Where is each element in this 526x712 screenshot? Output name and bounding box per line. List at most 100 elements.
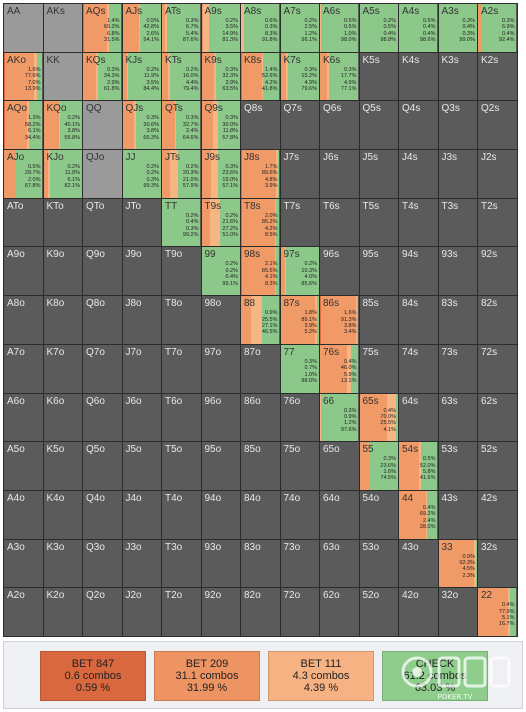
hand-cell-83o[interactable]: 83o — [241, 539, 281, 589]
hand-cell-k3s[interactable]: K3s — [438, 52, 478, 102]
hand-cell-43s[interactable]: 43s — [438, 490, 478, 540]
hand-cell-j5o[interactable]: J5o — [122, 442, 162, 491]
hand-cell-86s[interactable]: 1.6% 91.3% 3.8% 3.4% 86s — [320, 296, 360, 345]
hand-cell-q4o[interactable]: Q4o — [83, 490, 123, 540]
hand-cell-53s[interactable]: 53s — [438, 442, 478, 491]
hand-cell-kqo[interactable]: 0.2% 40.1% 3.8% 55.8% KQo — [43, 101, 83, 151]
hand-cell-q8s[interactable]: Q8s — [241, 101, 281, 151]
hand-cell-72s[interactable]: 72s — [478, 344, 518, 394]
hand-cell-q8o[interactable]: Q8o — [83, 296, 123, 345]
legend-bet-111[interactable]: BET 111 4.3 combos 4.39 % — [268, 651, 374, 701]
hand-cell-kts[interactable]: 0.2% 16.0% 4.4% 79.4% KTs — [162, 52, 202, 102]
hand-cell-64s[interactable]: 64s — [399, 393, 439, 443]
hand-cell-j9s[interactable]: 0.3% 23.6% 19.0% 57.1% J9s — [201, 150, 241, 199]
hand-cell-33[interactable]: 0.9% 92.3% 4.5% 2.3% 33 — [438, 539, 478, 589]
hand-cell-k4s[interactable]: K4s — [399, 52, 439, 102]
hand-cell-t7o[interactable]: T7o — [162, 344, 202, 394]
hand-cell-t9s[interactable]: 0.2% 21.6% 27.2% 51.0% T9s — [201, 198, 241, 248]
hand-cell-64o[interactable]: 64o — [320, 490, 360, 540]
hand-cell-q7s[interactable]: Q7s — [280, 101, 320, 151]
hand-cell-k2s[interactable]: K2s — [478, 52, 518, 102]
hand-cell-a2o[interactable]: A2o — [4, 588, 44, 637]
hand-cell-t3s[interactable]: T3s — [438, 198, 478, 248]
hand-cell-a6s[interactable]: 0.5% 0.5% 1.0% 98.0% A6s — [320, 4, 360, 53]
hand-cell-62o[interactable]: 62o — [320, 588, 360, 637]
hand-cell-a9s[interactable]: 0.2% 3.5% 14.9% 81.3% A9s — [201, 4, 241, 53]
hand-cell-jts[interactable]: 0.2% 20.3% 21.0% 57.9% JTs — [162, 150, 202, 199]
hand-cell-a7s[interactable]: 0.2% 2.5% 1.2% 96.1% A7s — [280, 4, 320, 53]
hand-cell-99[interactable]: 0.2% 0.2% 0.4% 99.1% 99 — [201, 247, 241, 297]
hand-cell-j6s[interactable]: J6s — [320, 150, 360, 199]
hand-cell-a2s[interactable]: 0.3% 6.9% 0.4% 92.4% A2s — [478, 4, 518, 53]
hand-cell-65s[interactable]: 0.4% 70.0% 25.5% 4.1% 65s — [359, 393, 399, 443]
hand-cell-85s[interactable]: 85s — [359, 296, 399, 345]
hand-cell-j5s[interactable]: J5s — [359, 150, 399, 199]
hand-cell-j8o[interactable]: J8o — [122, 296, 162, 345]
hand-cell-a5s[interactable]: 0.2% 0.5% 0.4% 98.8% A5s — [359, 4, 399, 53]
hand-cell-q5o[interactable]: Q5o — [83, 442, 123, 491]
legend-bet-847[interactable]: BET 847 0.6 combos 0.59 % — [40, 651, 146, 701]
hand-cell-j7s[interactable]: J7s — [280, 150, 320, 199]
hand-cell-93s[interactable]: 93s — [438, 247, 478, 297]
hand-cell-22[interactable]: 0.4% 77.9% 5.1% 16.7% 22 — [478, 588, 518, 637]
hand-cell-t5o[interactable]: T5o — [162, 442, 202, 491]
hand-cell-55[interactable]: 0.3% 23.6% 1.6% 74.5% 55 — [359, 442, 399, 491]
hand-cell-j6o[interactable]: J6o — [122, 393, 162, 443]
hand-cell-76s[interactable]: 0.4% 46.0% 5.9% 13.1% 76s — [320, 344, 360, 394]
hand-cell-k2o[interactable]: K2o — [43, 588, 83, 637]
hand-cell-j4o[interactable]: J4o — [122, 490, 162, 540]
hand-cell-ato[interactable]: ATo — [4, 198, 44, 248]
hand-cell-tt[interactable]: 0.2% 0.4% 0.3% 99.2% TT — [162, 198, 202, 248]
hand-cell-qjs[interactable]: 0.3% 30.6% 3.8% 65.3% QJs — [122, 101, 162, 151]
hand-cell-62s[interactable]: 62s — [478, 393, 518, 443]
hand-cell-ats[interactable]: 0.3% 6.7% 5.4% 87.6% ATs — [162, 4, 202, 53]
hand-cell-52s[interactable]: 52s — [478, 442, 518, 491]
hand-cell-q5s[interactable]: Q5s — [359, 101, 399, 151]
hand-cell-87o[interactable]: 87o — [241, 344, 281, 394]
hand-cell-kjs[interactable]: 0.2% 11.9% 3.5% 84.4% KJs — [122, 52, 162, 102]
hand-cell-k8o[interactable]: K8o — [43, 296, 83, 345]
hand-cell-q6s[interactable]: Q6s — [320, 101, 360, 151]
hand-cell-t6s[interactable]: T6s — [320, 198, 360, 248]
hand-cell-44[interactable]: 0.4% 69.2% 2.4% 28.0% 44 — [399, 490, 439, 540]
hand-cell-t6o[interactable]: T6o — [162, 393, 202, 443]
hand-cell-77[interactable]: 0.3% 0.7% 1.0% 98.0% 77 — [280, 344, 320, 394]
hand-cell-q2o[interactable]: Q2o — [83, 588, 123, 637]
hand-cell-aks[interactable]: AKs — [43, 4, 83, 53]
hand-cell-53o[interactable]: 53o — [359, 539, 399, 589]
hand-cell-52o[interactable]: 52o — [359, 588, 399, 637]
hand-cell-96o[interactable]: 96o — [201, 393, 241, 443]
hand-cell-k6o[interactable]: K6o — [43, 393, 83, 443]
hand-cell-qto[interactable]: QTo — [83, 198, 123, 248]
hand-cell-aqo[interactable]: 1.3% 58.2% 6.1% 34.4% AQo — [4, 101, 44, 151]
hand-cell-42o[interactable]: 42o — [399, 588, 439, 637]
hand-cell-a6o[interactable]: A6o — [4, 393, 44, 443]
hand-cell-a5o[interactable]: A5o — [4, 442, 44, 491]
hand-cell-k7o[interactable]: K7o — [43, 344, 83, 394]
hand-cell-t3o[interactable]: T3o — [162, 539, 202, 589]
hand-cell-k3o[interactable]: K3o — [43, 539, 83, 589]
hand-cell-63o[interactable]: 63o — [320, 539, 360, 589]
hand-cell-a9o[interactable]: A9o — [4, 247, 44, 297]
hand-cell-ajo[interactable]: 0.5% 29.7% 2.0% 67.8% AJo — [4, 150, 44, 199]
hand-cell-j8s[interactable]: 1.7% 89.6% 4.8% 3.9% J8s — [241, 150, 281, 199]
hand-cell-j2o[interactable]: J2o — [122, 588, 162, 637]
hand-cell-32s[interactable]: 32s — [478, 539, 518, 589]
hand-cell-t4o[interactable]: T4o — [162, 490, 202, 540]
hand-cell-k7s[interactable]: 0.3% 15.2% 4.9% 79.6% K7s — [280, 52, 320, 102]
hand-cell-k6s[interactable]: 0.3% 17.7% 4.9% 77.1% K6s — [320, 52, 360, 102]
hand-cell-t4s[interactable]: T4s — [399, 198, 439, 248]
hand-cell-83s[interactable]: 83s — [438, 296, 478, 345]
hand-cell-t8s[interactable]: 2.0% 85.2% 4.2% 8.5% T8s — [241, 198, 281, 248]
hand-cell-j4s[interactable]: J4s — [399, 150, 439, 199]
hand-cell-k5s[interactable]: K5s — [359, 52, 399, 102]
hand-cell-j7o[interactable]: J7o — [122, 344, 162, 394]
hand-cell-q6o[interactable]: Q6o — [83, 393, 123, 443]
hand-cell-84s[interactable]: 84s — [399, 296, 439, 345]
hand-cell-75o[interactable]: 75o — [280, 442, 320, 491]
hand-cell-86o[interactable]: 86o — [241, 393, 281, 443]
hand-cell-94o[interactable]: 94o — [201, 490, 241, 540]
hand-cell-93o[interactable]: 93o — [201, 539, 241, 589]
hand-cell-q9o[interactable]: Q9o — [83, 247, 123, 297]
hand-cell-j2s[interactable]: J2s — [478, 150, 518, 199]
